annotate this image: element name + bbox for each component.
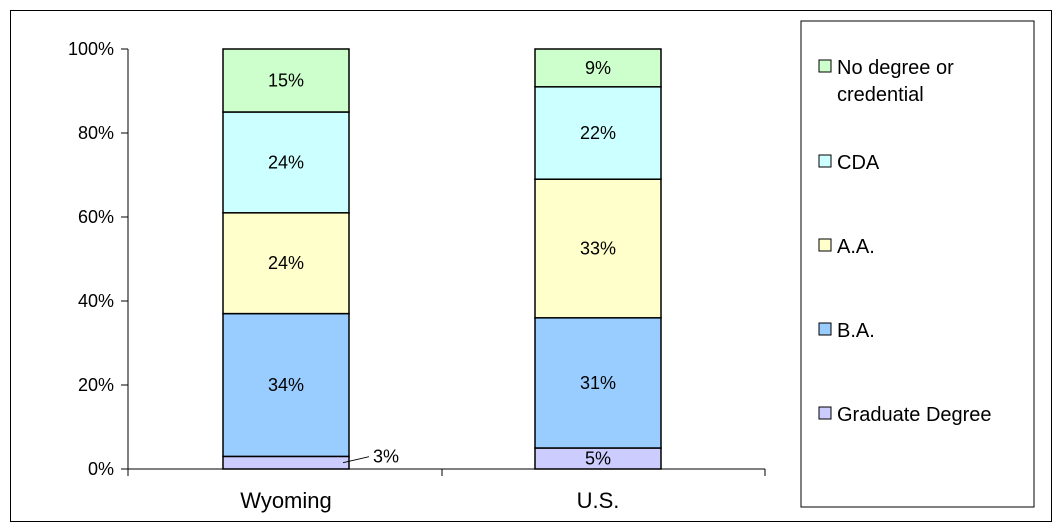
bar-segment xyxy=(222,48,350,113)
bars xyxy=(222,48,662,470)
bar-segment xyxy=(222,312,350,458)
data-labels: 3% 34% 24% 24% 15% 5% 31% 33% 22% 9% xyxy=(268,58,616,469)
data-label: 24% xyxy=(268,152,304,172)
data-label: 24% xyxy=(268,253,304,273)
bar-segment xyxy=(222,455,350,470)
x-tick-label: Wyoming xyxy=(240,488,332,513)
x-tick-label: U.S. xyxy=(577,488,620,513)
legend-label: credential xyxy=(837,84,924,106)
data-label: 22% xyxy=(580,123,616,143)
y-tick-label: 40% xyxy=(78,291,114,311)
data-label: 9% xyxy=(585,58,611,78)
legend-swatch xyxy=(818,59,832,73)
legend-label: No degree or xyxy=(837,57,954,79)
axes: 0% 20% 40% 60% 80% 100% Wyoming U.S. xyxy=(68,39,766,513)
y-tick-label: 100% xyxy=(68,39,114,59)
bar-segment xyxy=(222,212,350,315)
bar-segment xyxy=(534,317,662,449)
data-label-leader xyxy=(342,456,370,464)
legend-swatch xyxy=(818,406,832,420)
legend-label: Graduate Degree xyxy=(837,404,992,426)
legend-swatch xyxy=(818,322,832,336)
bar-segment xyxy=(534,178,662,319)
data-label: 3% xyxy=(373,447,399,467)
data-label: 31% xyxy=(580,373,616,393)
data-label: 15% xyxy=(268,71,304,91)
y-tick-label: 20% xyxy=(78,375,114,395)
data-label: 33% xyxy=(580,239,616,259)
legend-label: A.A. xyxy=(837,236,875,258)
data-label: 5% xyxy=(585,449,611,469)
y-tick-label: 60% xyxy=(78,207,114,227)
data-label: 34% xyxy=(268,375,304,395)
legend-swatch xyxy=(818,238,832,252)
y-tick-label: 0% xyxy=(88,459,114,479)
bar-segment xyxy=(534,48,662,88)
legend-swatch xyxy=(818,154,832,168)
y-tick-label: 80% xyxy=(78,123,114,143)
bar-segment xyxy=(534,86,662,180)
legend-label: B.A. xyxy=(837,320,875,342)
legend: No degree or credential CDA A.A. B.A. Graduat… xyxy=(800,20,1035,508)
legend-box xyxy=(800,20,1035,508)
legend-label: CDA xyxy=(837,152,880,174)
